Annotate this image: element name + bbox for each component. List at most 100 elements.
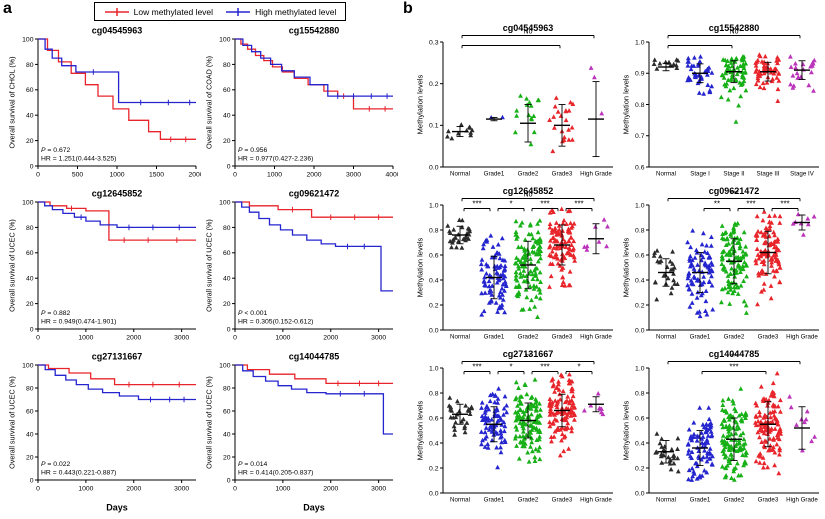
data-point bbox=[529, 435, 534, 441]
data-point bbox=[787, 394, 792, 399]
data-point bbox=[694, 310, 700, 315]
data-point bbox=[550, 148, 556, 154]
data-point bbox=[708, 429, 714, 434]
data-point bbox=[454, 244, 459, 250]
data-point bbox=[757, 460, 763, 465]
data-point bbox=[548, 406, 553, 411]
significance-label: * bbox=[509, 200, 512, 209]
data-point bbox=[701, 274, 707, 279]
data-point bbox=[560, 274, 565, 280]
data-point bbox=[701, 91, 707, 96]
data-point bbox=[528, 221, 533, 227]
data-point bbox=[706, 254, 712, 260]
data-point bbox=[502, 273, 508, 279]
data-point bbox=[651, 61, 657, 66]
category-label: High Grade bbox=[580, 171, 612, 178]
data-point bbox=[734, 255, 740, 260]
data-point bbox=[550, 383, 556, 389]
data-point bbox=[483, 404, 489, 410]
data-point bbox=[504, 409, 509, 415]
y-tick-label: 60 bbox=[26, 87, 34, 94]
y-tick-label: 0 bbox=[227, 326, 231, 333]
data-point bbox=[778, 428, 783, 433]
data-point bbox=[668, 290, 674, 296]
data-point bbox=[795, 211, 801, 217]
data-point bbox=[776, 78, 782, 83]
data-point bbox=[563, 117, 569, 123]
data-point bbox=[722, 57, 728, 63]
y-tick-label: 100 bbox=[219, 36, 231, 43]
data-point bbox=[720, 464, 725, 469]
data-point bbox=[743, 252, 749, 257]
data-point bbox=[658, 453, 664, 459]
data-point bbox=[547, 396, 553, 401]
data-point bbox=[695, 289, 701, 295]
data-point bbox=[699, 241, 705, 247]
data-point bbox=[778, 397, 783, 403]
data-point bbox=[772, 232, 777, 238]
data-point bbox=[704, 243, 709, 248]
significance-label: *** bbox=[574, 200, 583, 209]
plot-title: cg15542880 bbox=[289, 26, 340, 36]
data-point bbox=[732, 274, 738, 279]
data-point bbox=[499, 305, 505, 310]
data-point bbox=[535, 413, 540, 418]
data-point bbox=[686, 75, 691, 80]
data-point bbox=[710, 453, 715, 459]
data-point bbox=[657, 440, 663, 446]
data-point bbox=[753, 257, 759, 263]
data-point bbox=[768, 414, 773, 420]
data-point bbox=[720, 433, 726, 438]
data-point bbox=[513, 433, 519, 439]
x-tick-label: 500 bbox=[72, 172, 84, 179]
data-point bbox=[724, 236, 730, 242]
data-point bbox=[527, 405, 533, 410]
data-point bbox=[461, 236, 466, 242]
data-point bbox=[459, 245, 465, 250]
data-point bbox=[569, 425, 574, 430]
data-point bbox=[486, 406, 492, 412]
data-point bbox=[654, 66, 660, 71]
data-point bbox=[754, 232, 760, 238]
significance-label: * bbox=[577, 363, 580, 372]
data-point bbox=[692, 55, 697, 60]
data-point bbox=[741, 298, 747, 304]
data-point bbox=[753, 414, 759, 419]
data-point bbox=[756, 453, 762, 458]
x-tick-label: 0 bbox=[233, 486, 237, 493]
data-point bbox=[777, 452, 782, 457]
panel-b: b 0.0 0.1 0.2 0.3 Normal Grade1 Grade2 Grade3 Hi… bbox=[400, 0, 825, 519]
survival-curve-high bbox=[235, 364, 393, 435]
data-point bbox=[495, 464, 500, 470]
data-point bbox=[704, 440, 710, 445]
data-point bbox=[554, 220, 559, 225]
data-point bbox=[777, 445, 783, 451]
x-tick-label: 1500 bbox=[149, 172, 164, 179]
data-point bbox=[770, 380, 776, 386]
data-point bbox=[455, 398, 460, 404]
data-point bbox=[536, 436, 542, 442]
y-tick-label: 60 bbox=[26, 250, 34, 257]
data-point bbox=[548, 434, 554, 439]
x-tick-label: 1000 bbox=[78, 335, 93, 342]
y-axis-label: Overall survival of UCEC (%) bbox=[8, 376, 17, 469]
data-point bbox=[697, 473, 703, 478]
data-point bbox=[725, 97, 731, 102]
data-point bbox=[767, 436, 773, 441]
x-axis-label: Days bbox=[106, 503, 128, 513]
plot-title: cg14044785 bbox=[289, 352, 340, 362]
data-point bbox=[479, 267, 485, 272]
data-point bbox=[755, 418, 761, 424]
data-point bbox=[689, 291, 695, 296]
data-point bbox=[686, 271, 692, 276]
data-point bbox=[726, 414, 731, 420]
data-point bbox=[480, 245, 486, 251]
x-tick-label: 3000 bbox=[371, 486, 386, 493]
y-tick-label: 0.4 bbox=[429, 440, 439, 447]
category-label: Grade1 bbox=[690, 497, 711, 504]
data-point bbox=[723, 465, 729, 471]
data-point bbox=[773, 252, 779, 257]
data-point bbox=[559, 437, 564, 443]
data-point bbox=[805, 221, 811, 227]
data-point bbox=[722, 474, 728, 480]
